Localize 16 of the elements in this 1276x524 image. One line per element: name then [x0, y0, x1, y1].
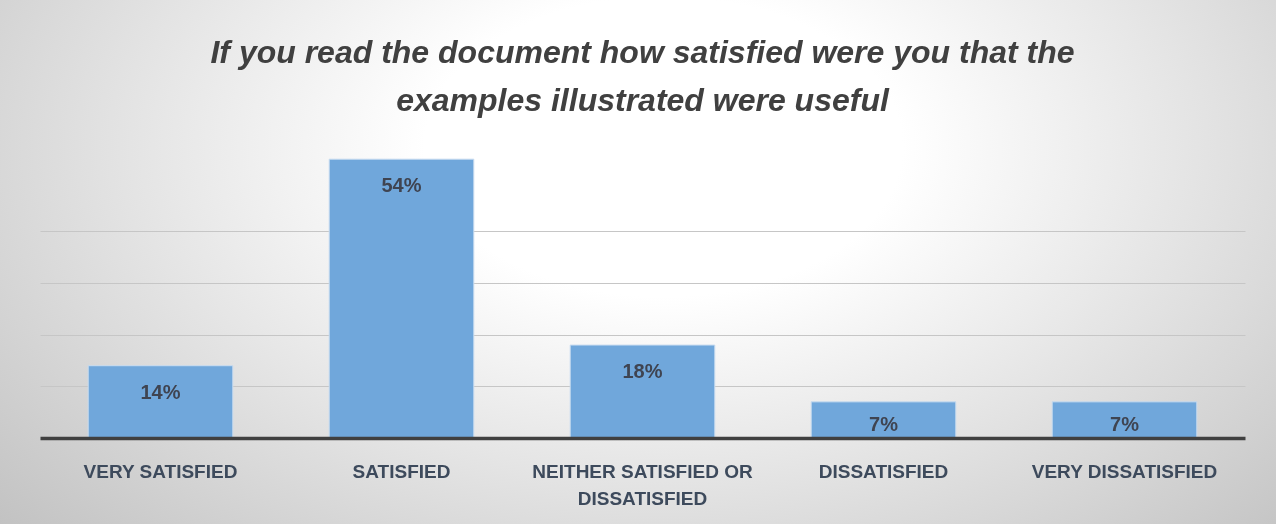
bar: [810, 401, 957, 439]
x-tick-label: VERY SATISFIED: [83, 460, 238, 482]
bar: [87, 365, 234, 439]
x-tick-label: SATISFIED: [352, 460, 451, 482]
bar: [569, 344, 716, 439]
chart-title: If you read the document how satisfied were you that the examples illustrated were useful: [210, 34, 1075, 118]
bar: [328, 158, 475, 439]
data-label: 18%: [622, 360, 663, 383]
bar: [1051, 401, 1198, 439]
data-label: 7%: [1110, 413, 1140, 435]
x-tick-label: VERY DISSATISFIED: [1031, 460, 1218, 482]
x-tick-label: NEITHER SATISFIED OR DISSATISFIED: [532, 460, 753, 509]
x-tick-label: DISSATISFIED: [818, 460, 949, 482]
data-label: 14%: [140, 380, 181, 403]
data-label: 7%: [869, 413, 899, 435]
data-label: 54%: [381, 174, 422, 197]
